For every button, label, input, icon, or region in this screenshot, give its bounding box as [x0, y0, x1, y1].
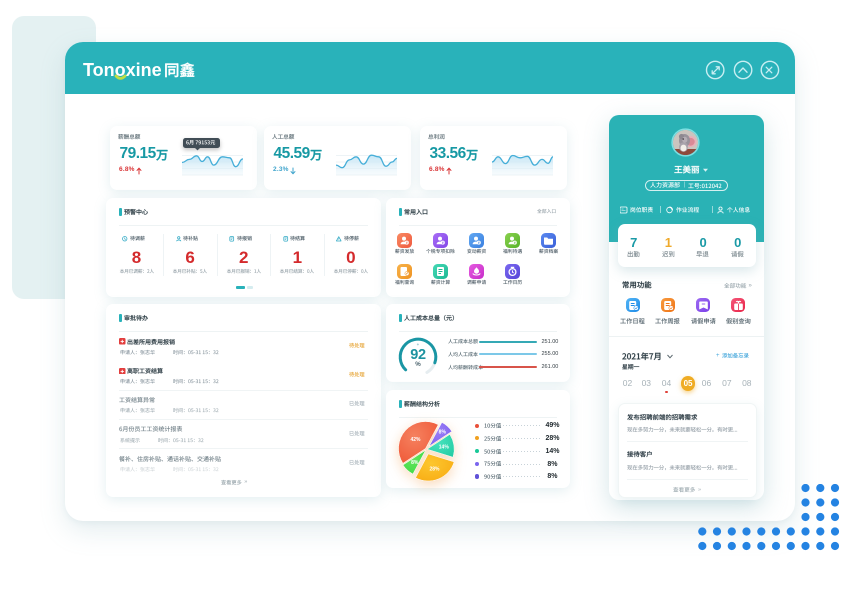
svg-text:¥: ¥: [406, 240, 408, 244]
svg-text:28%: 28%: [429, 467, 440, 473]
svg-text:8%: 8%: [439, 430, 447, 436]
svg-text:14%: 14%: [439, 445, 450, 451]
svg-text:¥: ¥: [514, 240, 516, 244]
svg-text:¥: ¥: [478, 240, 480, 244]
svg-text:¥: ¥: [442, 240, 444, 244]
svg-text:42%: 42%: [410, 437, 421, 443]
svg-text:8%: 8%: [411, 460, 419, 466]
